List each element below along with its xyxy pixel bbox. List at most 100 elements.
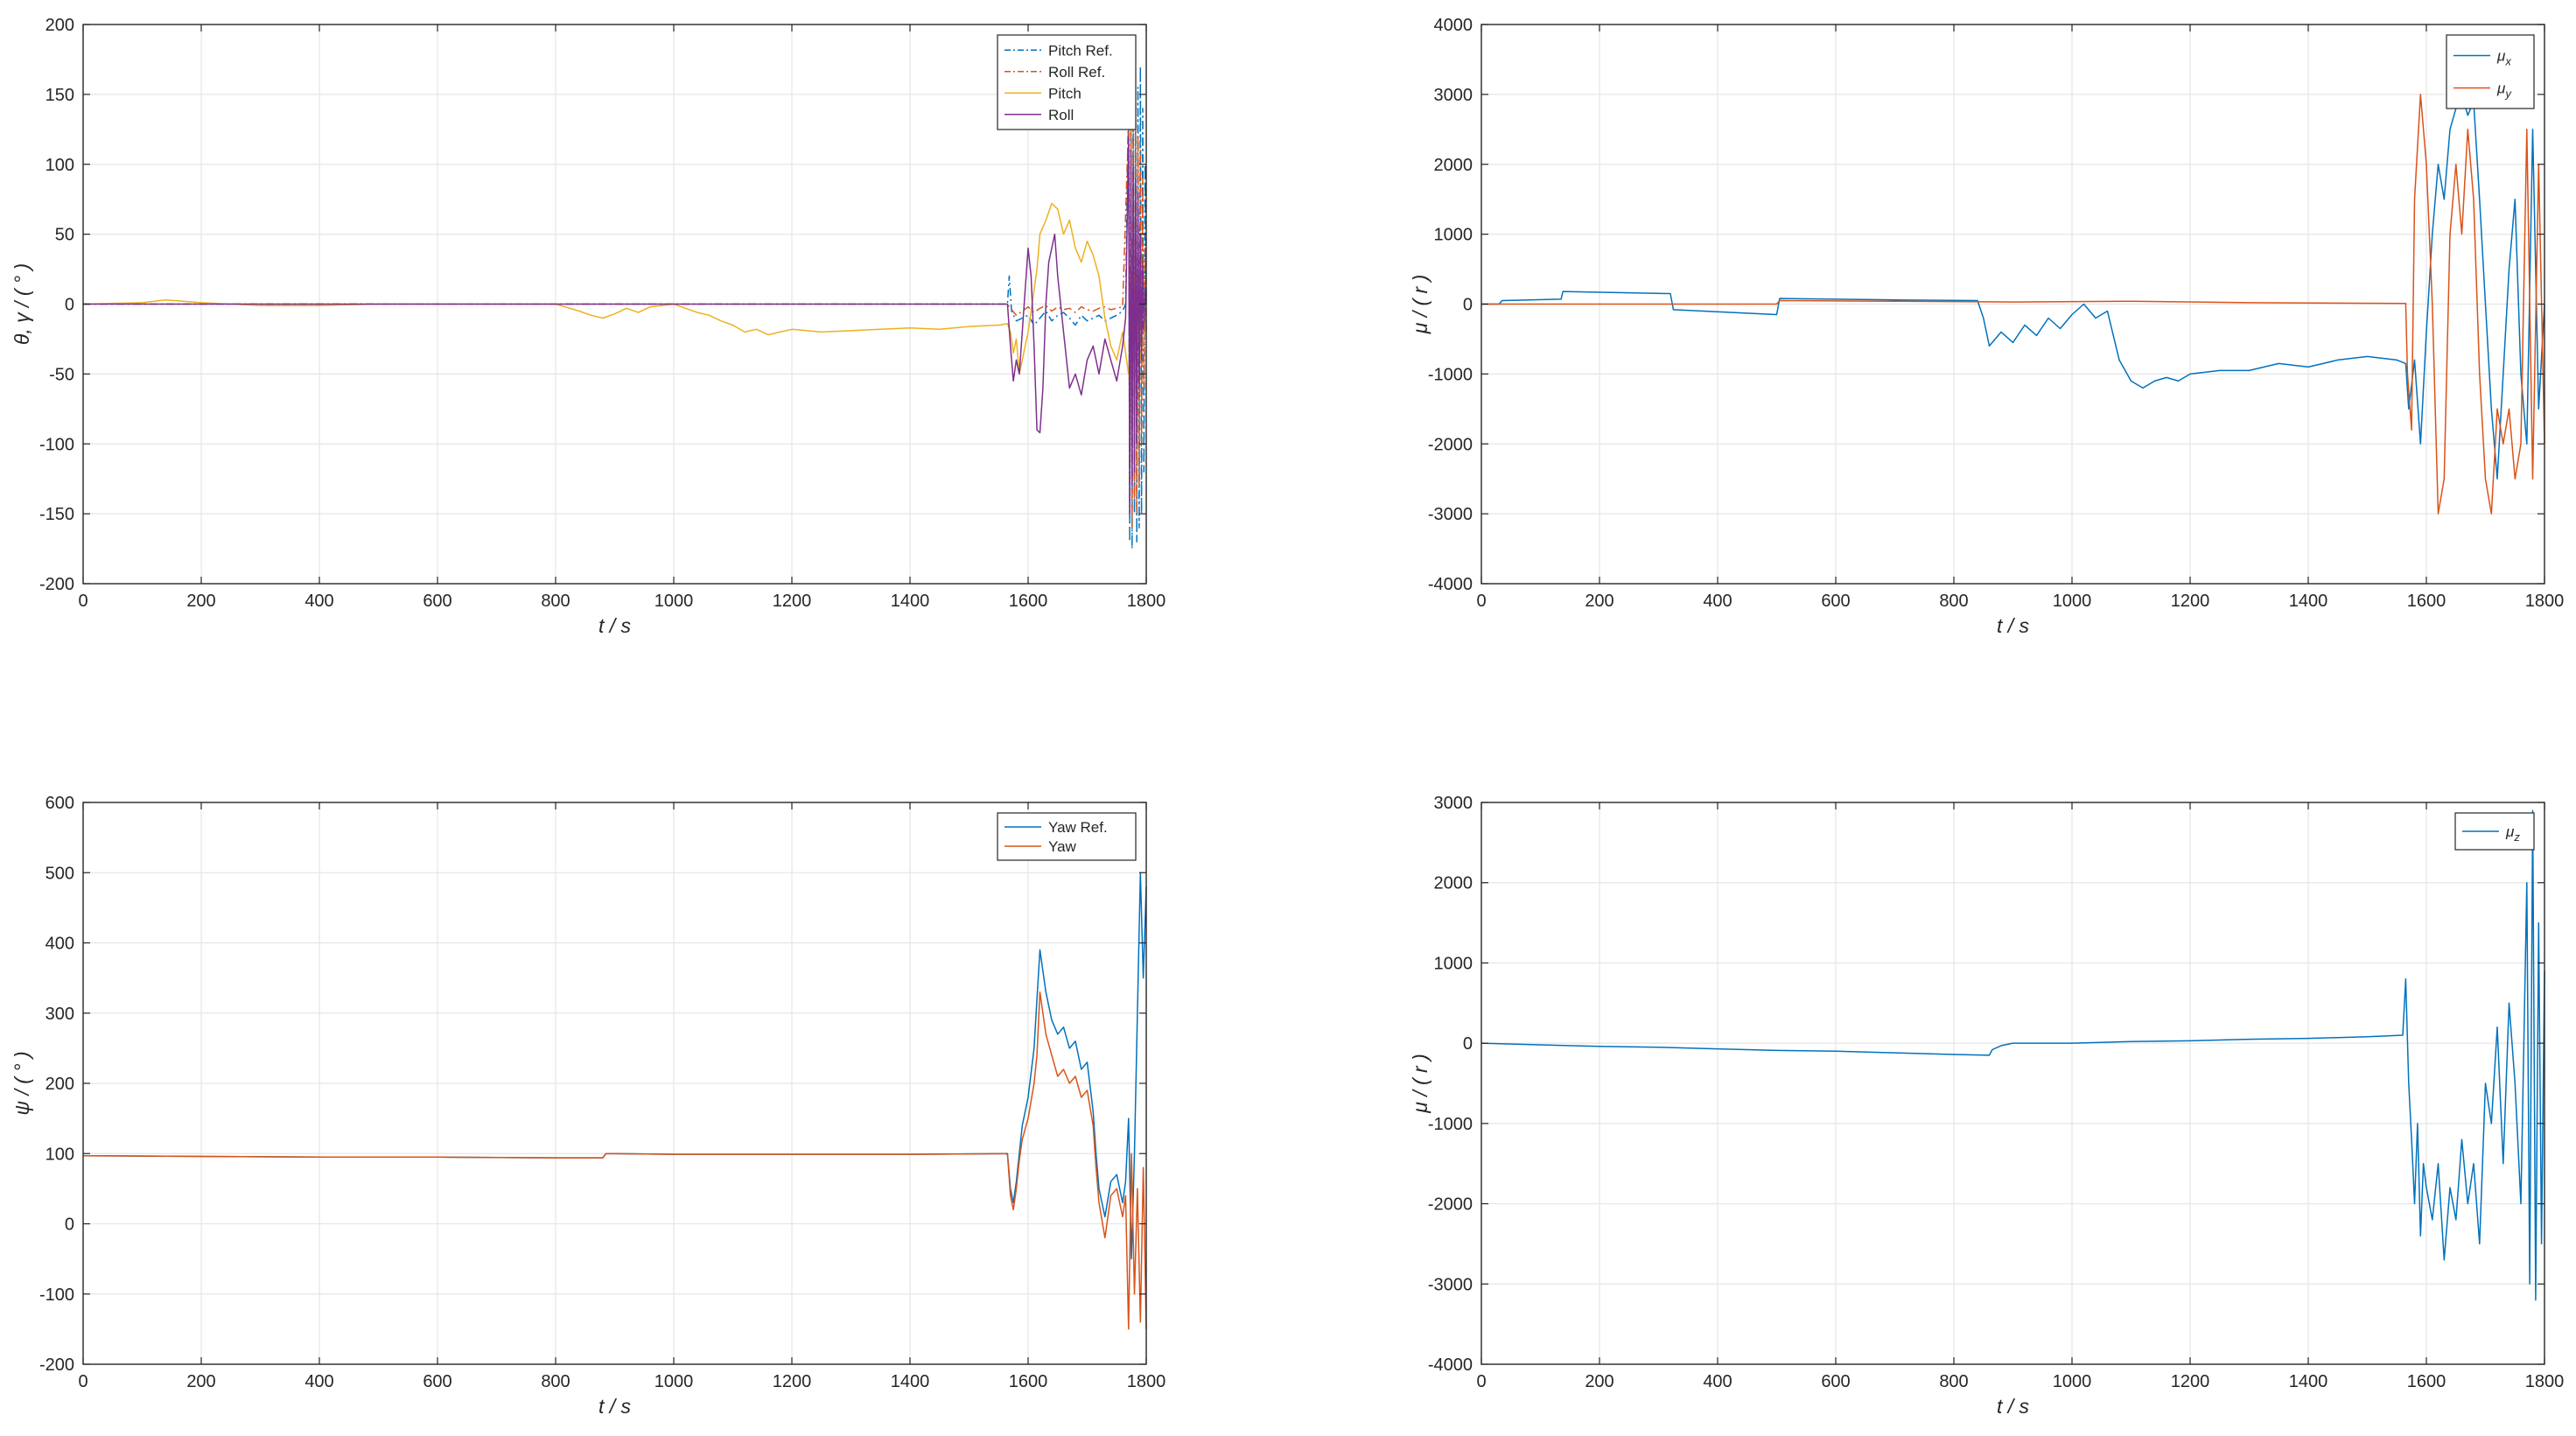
legend-label: μz xyxy=(2505,823,2520,844)
x-tick-label: 1200 xyxy=(2171,592,2210,611)
legend-label: Pitch xyxy=(1048,85,1082,102)
series-line-3 xyxy=(83,136,1147,515)
y-tick-label: 0 xyxy=(1463,1034,1473,1054)
x-tick-label: 1400 xyxy=(891,592,930,611)
x-tick-label: 0 xyxy=(1476,592,1486,611)
y-tick-label: 1000 xyxy=(1434,226,1474,245)
x-tick-label: 800 xyxy=(541,1372,570,1391)
x-tick-label: 800 xyxy=(1939,1372,1968,1391)
x-tick-label: 600 xyxy=(423,592,452,611)
y-tick-label: -1000 xyxy=(1428,1115,1473,1134)
y-tick-label: 2000 xyxy=(1434,874,1474,893)
y-tick-label: -50 xyxy=(49,365,74,384)
x-tick-label: 1600 xyxy=(2407,1372,2446,1391)
x-tick-label: 1800 xyxy=(2525,592,2565,611)
panel-attitude: 0 200 400 600 800 1000 1200 1400 1600 1800-200-15… xyxy=(10,16,1166,637)
x-tick-label: 1600 xyxy=(1009,1372,1048,1391)
legend-label: μy xyxy=(2496,81,2512,101)
x-tick-label: 1400 xyxy=(891,1372,930,1391)
legend: Yaw Ref. Yaw xyxy=(997,812,1137,861)
x-tick-label: 600 xyxy=(423,1372,452,1391)
legend-label: Roll Ref. xyxy=(1048,64,1105,81)
x-tick-label: 400 xyxy=(304,1372,333,1391)
legend-label: μx xyxy=(2496,48,2511,68)
y-tick-label: 0 xyxy=(65,1215,74,1235)
y-tick-label: -4000 xyxy=(1428,1355,1473,1375)
y-tick-label: 150 xyxy=(46,86,74,105)
panel-mu-z: 0 200 400 600 800 1000 1200 1400 1600 1800 -4000 -3… xyxy=(1409,794,2564,1418)
x-tick-label: 1400 xyxy=(2289,592,2328,611)
x-axis-label: t / s xyxy=(1997,1395,2030,1418)
y-tick-label: 200 xyxy=(46,16,74,35)
x-axis-label: t / s xyxy=(598,1395,632,1418)
x-tick-label: 0 xyxy=(78,592,88,611)
x-tick-label: 1000 xyxy=(2053,1372,2092,1391)
panel-yaw: 0 200 400 600 800 1000 1200 1400 1600 1800-200-10… xyxy=(10,794,1166,1418)
y-axis-label: θ, γ / ( ° ) xyxy=(10,263,33,345)
panel-mu-xy: 0 200 400 600 800 1000 1200 1400 1600 1800 -4000 -3… xyxy=(1409,16,2564,637)
x-tick-label: 1800 xyxy=(2525,1372,2565,1391)
y-tick-label: -1000 xyxy=(1428,365,1473,384)
y-tick-label: 0 xyxy=(65,296,74,315)
x-tick-label: 1400 xyxy=(2289,1372,2328,1391)
y-tick-label: 600 xyxy=(46,794,74,813)
x-tick-label: 1000 xyxy=(2053,592,2092,611)
x-tick-label: 1800 xyxy=(1127,592,1166,611)
series-line-2 xyxy=(82,202,1147,375)
x-tick-label: 800 xyxy=(541,592,570,611)
y-tick-label: -3000 xyxy=(1428,1275,1473,1294)
x-tick-label: 200 xyxy=(186,592,215,611)
x-tick-label: 1000 xyxy=(654,592,694,611)
x-tick-label: 1000 xyxy=(654,1372,694,1391)
x-tick-label: 1200 xyxy=(773,592,812,611)
y-tick-label: 3000 xyxy=(1434,86,1474,105)
legend: μz xyxy=(2454,812,2535,851)
x-tick-label: 1600 xyxy=(1009,592,1048,611)
x-tick-label: 0 xyxy=(1476,1372,1486,1391)
y-tick-label: -100 xyxy=(39,1285,74,1305)
x-tick-label: 200 xyxy=(1585,1372,1614,1391)
y-tick-label: 4000 xyxy=(1434,16,1474,35)
legend-box xyxy=(2446,34,2535,109)
x-tick-label: 0 xyxy=(78,1372,88,1391)
y-tick-label: 500 xyxy=(46,864,74,883)
y-tick-label: 200 xyxy=(46,1075,74,1094)
legend-label: Roll xyxy=(1048,107,1074,123)
y-tick-label: -100 xyxy=(39,435,74,454)
x-tick-label: 400 xyxy=(1703,1372,1732,1391)
y-tick-label: 3000 xyxy=(1434,794,1474,813)
y-tick-label: 2000 xyxy=(1434,156,1474,175)
y-tick-label: -2000 xyxy=(1428,435,1473,454)
y-tick-label: 1000 xyxy=(1434,954,1474,973)
y-tick-label: 100 xyxy=(46,1145,74,1164)
x-tick-label: 600 xyxy=(1821,592,1850,611)
x-tick-label: 200 xyxy=(186,1372,215,1391)
y-tick-label: -4000 xyxy=(1428,575,1473,594)
y-tick-label: -200 xyxy=(39,1355,74,1375)
y-tick-label: -200 xyxy=(39,575,74,594)
y-axis-label: ψ / ( ° ) xyxy=(10,1051,33,1115)
y-tick-label: -2000 xyxy=(1428,1195,1473,1215)
x-axis-label: t / s xyxy=(1997,614,2030,637)
x-tick-label: 800 xyxy=(1939,592,1968,611)
series-line-1 xyxy=(83,94,1147,529)
x-tick-label: 1200 xyxy=(773,1372,812,1391)
legend: Pitch Ref. Roll Ref. Pitch Roll xyxy=(997,34,1137,130)
series-line-1 xyxy=(1481,94,2545,515)
x-tick-label: 200 xyxy=(1585,592,1614,611)
series-line-0 xyxy=(1481,94,2545,480)
legend-label: Pitch Ref. xyxy=(1048,42,1113,59)
legend-label: Yaw Ref. xyxy=(1048,819,1108,836)
legend: μx μy xyxy=(2446,34,2535,109)
y-axis-label: μ / ( r ) xyxy=(1409,275,1432,335)
y-tick-label: 300 xyxy=(46,1005,74,1024)
x-tick-label: 600 xyxy=(1821,1372,1850,1391)
x-tick-label: 400 xyxy=(304,592,333,611)
y-tick-label: -3000 xyxy=(1428,505,1473,524)
x-axis-label: t / s xyxy=(598,614,632,637)
x-tick-label: 1800 xyxy=(1127,1372,1166,1391)
y-tick-label: 0 xyxy=(1463,296,1473,315)
y-axis-label: μ / ( r ) xyxy=(1409,1054,1432,1114)
